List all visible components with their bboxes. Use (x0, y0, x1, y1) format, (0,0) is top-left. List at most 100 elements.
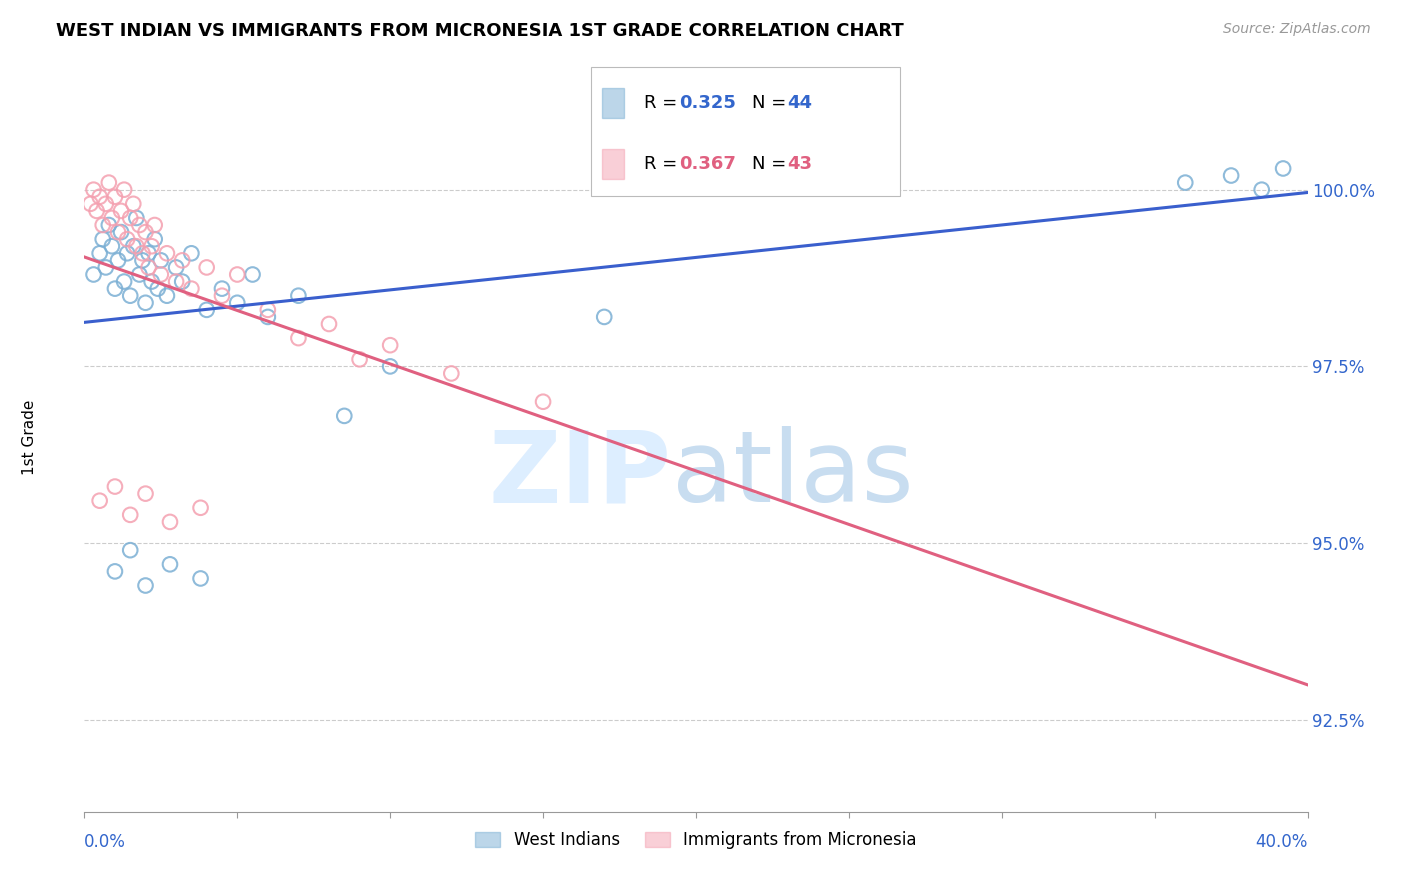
Point (143, 218, 166, 232)
Point (110, 203, 132, 218)
Point (94, 260, 117, 275)
Point (593, 310, 616, 324)
Point (165, 260, 187, 275)
Point (104, 190, 127, 204)
Point (107, 225, 129, 239)
Point (120, 289, 142, 303)
Point (531, 394, 554, 409)
Point (83, 268, 105, 282)
Point (135, 486, 157, 500)
Point (257, 310, 280, 324)
Point (149, 253, 172, 268)
Point (89, 493, 111, 508)
Point (287, 331, 309, 345)
Point (143, 232, 166, 246)
Point (226, 268, 249, 282)
Text: 0.325: 0.325 (679, 95, 735, 112)
Legend: West Indians, Immigrants from Micronesia: West Indians, Immigrants from Micronesia (468, 824, 924, 855)
Point (190, 500, 212, 515)
Text: R =: R = (644, 95, 683, 112)
Point (120, 211, 142, 225)
Point (125, 239, 148, 253)
Point (172, 253, 194, 268)
Text: N =: N = (752, 95, 792, 112)
Point (91, 232, 114, 246)
Point (165, 275, 187, 289)
Point (149, 268, 172, 282)
Point (242, 268, 264, 282)
Point (110, 225, 132, 239)
Point (101, 239, 124, 253)
Point (141, 239, 163, 253)
Point (122, 196, 145, 211)
Point (257, 302, 280, 317)
Text: 43: 43 (787, 155, 813, 173)
Point (1272, 161, 1295, 176)
Point (138, 246, 160, 260)
Point (115, 232, 138, 246)
Point (97, 176, 120, 190)
Point (1220, 169, 1243, 183)
Point (94, 196, 117, 211)
Point (226, 295, 249, 310)
Text: Source: ZipAtlas.com: Source: ZipAtlas.com (1223, 22, 1371, 37)
Point (156, 246, 179, 260)
Point (135, 295, 157, 310)
Point (146, 282, 169, 296)
Point (104, 282, 127, 296)
Point (180, 282, 202, 296)
Point (141, 275, 163, 289)
Point (128, 218, 150, 232)
Point (180, 246, 202, 260)
Point (131, 253, 153, 268)
Text: R =: R = (644, 155, 683, 173)
Point (97, 218, 120, 232)
Point (79, 196, 101, 211)
Point (211, 289, 233, 303)
Point (440, 367, 463, 381)
Point (135, 578, 157, 592)
Point (89, 190, 111, 204)
Point (1250, 183, 1272, 197)
Text: atlas: atlas (672, 426, 912, 523)
Point (112, 275, 135, 289)
Text: 1st Grade: 1st Grade (22, 400, 37, 475)
Point (349, 352, 371, 367)
Point (333, 409, 356, 423)
Point (195, 302, 218, 317)
Point (104, 565, 127, 579)
Point (159, 558, 181, 572)
Point (195, 260, 218, 275)
Point (83, 183, 105, 197)
Point (91, 218, 114, 232)
Text: WEST INDIAN VS IMMIGRANTS FROM MICRONESIA 1ST GRADE CORRELATION CHART: WEST INDIAN VS IMMIGRANTS FROM MICRONESI… (56, 22, 904, 40)
Point (131, 246, 153, 260)
Point (380, 359, 402, 374)
Text: N =: N = (752, 155, 792, 173)
Point (101, 211, 124, 225)
Text: 0.0%: 0.0% (84, 833, 127, 851)
Point (125, 211, 148, 225)
Point (135, 225, 157, 239)
Point (107, 253, 129, 268)
Point (172, 275, 194, 289)
Point (104, 479, 127, 493)
Point (190, 571, 212, 585)
Point (211, 282, 233, 296)
Text: 40.0%: 40.0% (1256, 833, 1308, 851)
Text: 0.367: 0.367 (679, 155, 735, 173)
Point (89, 246, 111, 260)
Point (128, 268, 150, 282)
Point (1174, 176, 1197, 190)
Point (318, 317, 340, 331)
Point (287, 289, 309, 303)
Point (120, 543, 142, 558)
Point (122, 239, 145, 253)
Point (112, 183, 135, 197)
Text: ZIP: ZIP (489, 426, 672, 523)
Point (86, 203, 108, 218)
Point (138, 260, 160, 275)
Point (159, 515, 181, 529)
Text: 44: 44 (787, 95, 813, 112)
Point (156, 289, 179, 303)
